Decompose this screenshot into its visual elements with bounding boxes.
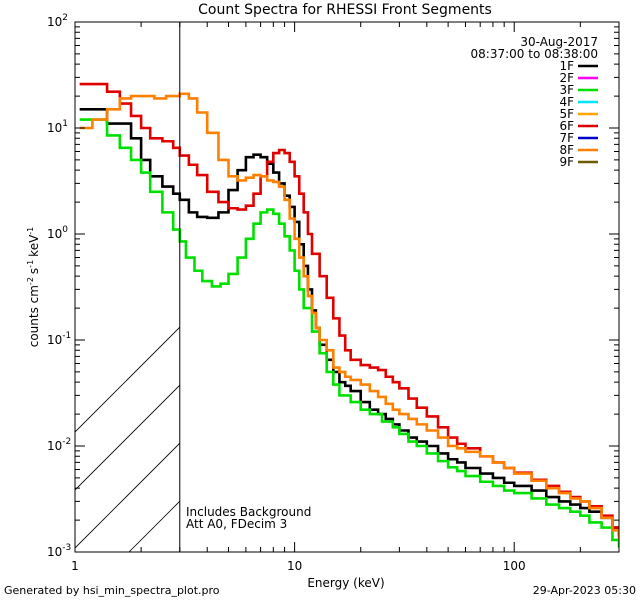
y-axis-label-text: counts cm	[27, 285, 41, 347]
hatch-lines	[75, 326, 180, 552]
y-axis-label: counts cm-2s-1keV-1	[26, 227, 41, 348]
y-tick-exp: 1	[62, 119, 68, 129]
chart-title: Count Spectra for RHESSI Front Segments	[198, 2, 492, 18]
date-label: 30-Aug-2017	[520, 35, 598, 49]
annotation-attenuator: Att A0, FDecim 3	[186, 517, 287, 531]
y-tick-exp: -2	[62, 437, 71, 447]
y-axis-exp-2: -1	[26, 260, 35, 268]
x-axis-label: Energy (keV)	[307, 576, 384, 590]
x-tick-label-1: 1	[71, 559, 79, 573]
y-tick-base: 10	[47, 333, 62, 347]
tick-marks	[74, 21, 620, 553]
y-tick-exp: 2	[62, 13, 68, 23]
legend-label: 7F	[559, 131, 574, 145]
y-axis-exp-3: -1	[26, 227, 35, 235]
legend-label: 8F	[559, 143, 574, 157]
y-tick-base: 10	[47, 227, 62, 241]
y-tick-label: 101	[47, 119, 68, 135]
y-tick-label: 102	[47, 13, 68, 29]
plot-frame	[74, 21, 620, 553]
attenuated-region-hatch	[75, 326, 180, 552]
legend-label: 9F	[559, 155, 574, 169]
y-tick-base: 10	[47, 545, 62, 559]
series-line-1F	[79, 108, 619, 537]
y-axis-label-text-3: keV	[27, 234, 41, 257]
legend-label: 2F	[559, 71, 574, 85]
y-tick-label: 100	[47, 225, 68, 241]
legend-label: 6F	[559, 119, 574, 133]
series-line-3F	[79, 118, 619, 548]
y-tick-base: 10	[47, 15, 62, 29]
axis-ticks	[74, 21, 620, 553]
x-tick-labels: 10 100	[287, 559, 526, 573]
series-line-6F	[79, 82, 619, 537]
annotation-background: Includes Background	[186, 505, 311, 519]
footer-generated-by: Generated by hsi_min_spectra_plot.pro	[4, 584, 220, 597]
legend-label: 3F	[559, 83, 574, 97]
legend-label: 5F	[559, 107, 574, 121]
series-line-8F	[79, 92, 619, 540]
y-tick-exp: 0	[62, 225, 68, 235]
footer-timestamp: 29-Apr-2023 05:30	[533, 584, 636, 597]
time-range-label: 08:37:00 to 08:38:00	[471, 47, 598, 61]
legend-label: 4F	[559, 95, 574, 109]
series-group	[79, 82, 619, 548]
y-tick-exp: -3	[62, 543, 71, 553]
y-tick-label: 10-3	[47, 543, 71, 559]
x-tick-label: 10	[287, 559, 302, 573]
x-tick-label: 100	[503, 559, 526, 573]
legend-label: 1F	[559, 59, 574, 73]
y-tick-exp: -1	[62, 331, 71, 341]
y-tick-label: 10-1	[47, 331, 71, 347]
y-axis-label-text-2: s	[27, 268, 41, 274]
y-tick-base: 10	[47, 439, 62, 453]
y-axis-exp-1: -2	[26, 277, 35, 285]
y-tick-base: 10	[47, 121, 62, 135]
y-tick-label: 10-2	[47, 437, 71, 453]
